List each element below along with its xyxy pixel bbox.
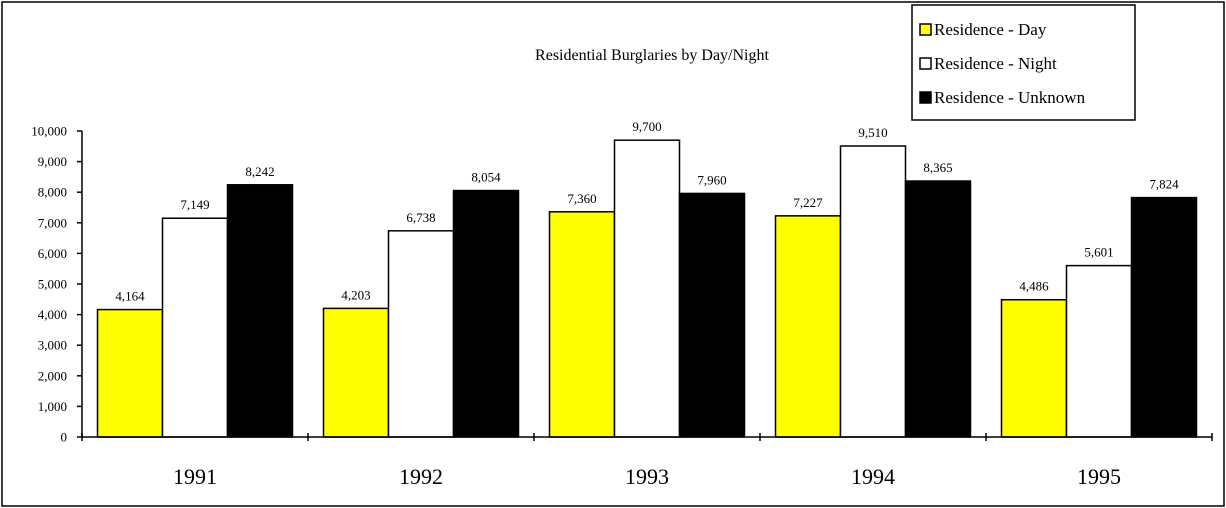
data-label: 4,486 bbox=[1019, 279, 1049, 294]
bar-residence-unknown-1995 bbox=[1130, 196, 1198, 438]
bar-residence-night-1992 bbox=[387, 230, 455, 438]
legend-swatch bbox=[919, 23, 932, 36]
legend-swatch bbox=[919, 91, 932, 104]
bar-residence-day-1994 bbox=[774, 215, 842, 438]
legend-label: Residence - Unknown bbox=[934, 88, 1086, 107]
bars-group: 4,164 4,203 7,360 7,227 4,486 7,149 6,738 9,700… bbox=[96, 119, 1198, 438]
legend-label: Residence - Night bbox=[934, 54, 1057, 73]
data-label: 5,601 bbox=[1084, 245, 1113, 260]
legend-box bbox=[911, 4, 1136, 121]
y-tick-label: 6,000 bbox=[38, 246, 67, 261]
bar-residence-unknown-1993 bbox=[678, 192, 746, 438]
legend: Residence - Day Residence - Night Residenc… bbox=[911, 4, 1136, 121]
data-label: 4,164 bbox=[115, 289, 145, 304]
y-tick-label: 5,000 bbox=[38, 277, 67, 292]
bar-residence-night-1994 bbox=[839, 145, 907, 438]
chart-title: Residential Burglaries by Day/Night bbox=[535, 47, 769, 64]
bar-residence-day-1995 bbox=[1000, 298, 1068, 438]
y-tick-label: 2,000 bbox=[38, 368, 67, 383]
y-tick-label: 1,000 bbox=[38, 399, 67, 414]
data-label: 7,960 bbox=[697, 172, 726, 187]
bar-residence-night-1991 bbox=[161, 217, 229, 438]
data-label: 9,510 bbox=[858, 125, 887, 140]
data-label: 8,242 bbox=[245, 164, 274, 179]
data-label: 6,738 bbox=[406, 210, 435, 225]
x-tick-label: 1995 bbox=[1077, 464, 1121, 489]
y-tick-label: 7,000 bbox=[38, 215, 67, 230]
data-label: 8,365 bbox=[923, 160, 952, 175]
y-tick-label: 8,000 bbox=[38, 185, 67, 200]
bar-residence-unknown-1992 bbox=[452, 189, 520, 438]
data-label: 7,824 bbox=[1149, 177, 1179, 192]
data-label: 4,203 bbox=[341, 287, 370, 302]
bar-residence-night-1995 bbox=[1065, 264, 1133, 438]
bar-residence-day-1993 bbox=[548, 211, 616, 438]
y-tick-label: 4,000 bbox=[38, 307, 67, 322]
x-tick-label: 1993 bbox=[625, 464, 669, 489]
data-label: 7,227 bbox=[793, 195, 823, 210]
bar-residence-unknown-1991 bbox=[226, 184, 294, 438]
bar-residence-night-1993 bbox=[613, 139, 681, 438]
legend-swatch bbox=[919, 57, 932, 70]
bar-residence-day-1992 bbox=[322, 307, 390, 438]
data-label: 7,360 bbox=[567, 191, 596, 206]
data-label: 9,700 bbox=[632, 119, 661, 134]
x-tick-label: 1992 bbox=[399, 464, 443, 489]
bar-residence-day-1991 bbox=[96, 308, 164, 438]
y-tick-label: 3,000 bbox=[38, 338, 67, 353]
x-tick-label: 1994 bbox=[851, 464, 895, 489]
data-label: 8,054 bbox=[471, 170, 501, 185]
bar-residence-unknown-1994 bbox=[904, 180, 972, 438]
data-label: 7,149 bbox=[180, 197, 209, 212]
x-tick-label: 1991 bbox=[173, 464, 217, 489]
legend-label: Residence - Day bbox=[934, 20, 1047, 39]
y-tick-label: 0 bbox=[61, 430, 68, 445]
y-tick-label: 10,000 bbox=[31, 124, 67, 139]
y-tick-label: 9,000 bbox=[38, 154, 67, 169]
axes-group: 0 1,000 2,000 3,000 4,000 5,000 6,000 7,000 8,00… bbox=[31, 124, 1213, 489]
